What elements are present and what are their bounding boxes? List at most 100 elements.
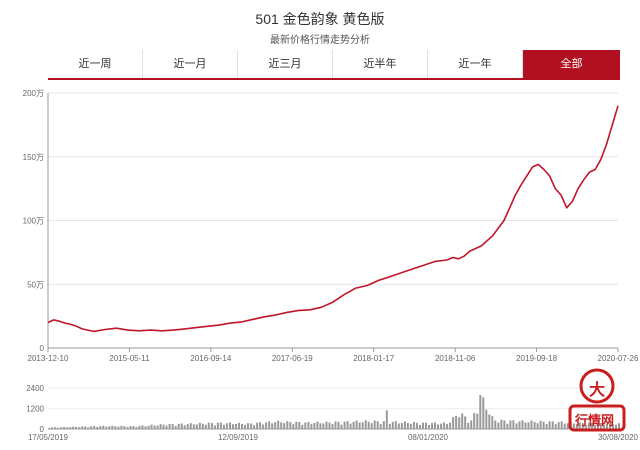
volume-bar	[183, 425, 186, 429]
volume-bar	[491, 416, 494, 429]
volume-bar	[515, 423, 518, 429]
volume-bar	[138, 425, 141, 429]
volume-bar	[147, 425, 150, 429]
y-tick-label: 200万	[23, 89, 44, 98]
volume-bar	[500, 419, 503, 429]
volume-bar	[385, 410, 388, 429]
volume-bar	[428, 425, 430, 429]
volume-bar	[192, 424, 195, 429]
volume-bar	[84, 426, 87, 429]
chart-subtitle: 最新价格行情走势分析	[270, 35, 370, 46]
y-tick-label: 100万	[23, 217, 44, 226]
volume-bar	[102, 425, 105, 429]
volume-bar	[343, 421, 346, 429]
volume-bar	[216, 422, 219, 429]
volume-bar	[301, 424, 304, 429]
volume-bar	[120, 425, 123, 429]
volume-bar	[560, 421, 563, 429]
volume-bar	[123, 426, 126, 429]
volume-bar	[440, 423, 443, 429]
volume-bar	[548, 421, 551, 429]
volume-bar	[286, 421, 289, 429]
volume-bar	[587, 422, 590, 429]
volume-bar	[153, 425, 156, 429]
volume-bar	[470, 420, 473, 429]
volume-y-tick-label: 0	[40, 425, 45, 434]
volume-bar	[376, 421, 379, 429]
volume-bar	[129, 426, 132, 429]
volume-bar	[431, 423, 433, 429]
volume-x-tick-label: 30/08/2020	[598, 433, 639, 442]
volume-bar	[75, 426, 78, 429]
tab-three-months[interactable]: 近三月	[238, 50, 333, 78]
volume-bar	[219, 422, 222, 429]
volume-bar	[533, 422, 536, 429]
volume-bar	[524, 422, 527, 429]
volume-bar	[108, 426, 111, 429]
volume-bar	[259, 422, 262, 429]
volume-bar	[57, 427, 59, 429]
volume-bar	[90, 426, 93, 429]
tab-year[interactable]: 近一年	[428, 50, 523, 78]
volume-bar	[358, 422, 361, 429]
volume-bar	[467, 422, 470, 429]
volume-bar	[232, 424, 234, 429]
volume-bar	[551, 421, 554, 429]
volume-bar	[361, 422, 364, 429]
volume-x-tick-label: 17/05/2019	[28, 433, 69, 442]
volume-bar	[403, 421, 406, 429]
volume-bar	[177, 423, 180, 429]
volume-bar	[204, 424, 207, 429]
volume-bar	[446, 423, 449, 429]
volume-bar	[473, 413, 476, 429]
volume-bar	[349, 423, 352, 429]
volume-bar	[180, 423, 183, 429]
volume-bar	[198, 422, 201, 429]
volume-bar	[156, 425, 159, 429]
volume-bar	[382, 421, 385, 429]
volume-bar	[334, 421, 337, 429]
volume-bar	[54, 427, 56, 429]
tab-half-year[interactable]: 近半年	[333, 50, 428, 78]
volume-bar	[316, 421, 319, 429]
volume-bar	[379, 424, 382, 429]
volume-bar	[207, 422, 210, 429]
volume-bar	[605, 424, 608, 429]
volume-bar	[210, 423, 213, 429]
volume-bar	[618, 423, 620, 429]
price-line	[47, 105, 619, 333]
x-tick-label: 2020-07-26	[598, 354, 639, 363]
volume-bar	[162, 424, 165, 429]
tab-month[interactable]: 近一月	[143, 50, 238, 78]
volume-bar	[593, 425, 596, 429]
volume-bar	[141, 425, 144, 429]
volume-bar	[186, 424, 189, 429]
volume-bar	[572, 423, 575, 429]
time-range-tabs: 近一周 近一月 近三月 近半年 近一年 全部	[48, 50, 620, 80]
volume-bar	[488, 414, 491, 429]
x-tick-label: 2017-06-19	[272, 354, 313, 363]
volume-bar	[563, 423, 566, 429]
tab-all[interactable]: 全部	[523, 50, 620, 78]
site-logo: 大 行情网	[566, 368, 628, 434]
volume-bar	[397, 423, 400, 429]
volume-bar	[497, 422, 500, 429]
volume-bar	[328, 422, 331, 429]
volume-bar	[509, 420, 512, 429]
volume-bar	[615, 424, 617, 429]
volume-bar	[539, 420, 542, 429]
volume-bar	[150, 424, 153, 429]
volume-x-tick-label: 12/09/2019	[218, 433, 259, 442]
volume-bar	[241, 423, 243, 429]
volume-bar	[280, 422, 283, 429]
volume-bar	[201, 423, 204, 429]
volume-bar	[51, 427, 53, 429]
volume-bar	[256, 422, 259, 429]
volume-bar	[225, 423, 228, 429]
chart-title: 501 金色韵象 黄色版	[255, 11, 385, 27]
volume-bar	[265, 422, 268, 429]
volume-bar	[189, 423, 192, 429]
tab-week[interactable]: 近一周	[48, 50, 143, 78]
volume-bar	[521, 420, 524, 429]
volume-bar	[406, 423, 409, 429]
